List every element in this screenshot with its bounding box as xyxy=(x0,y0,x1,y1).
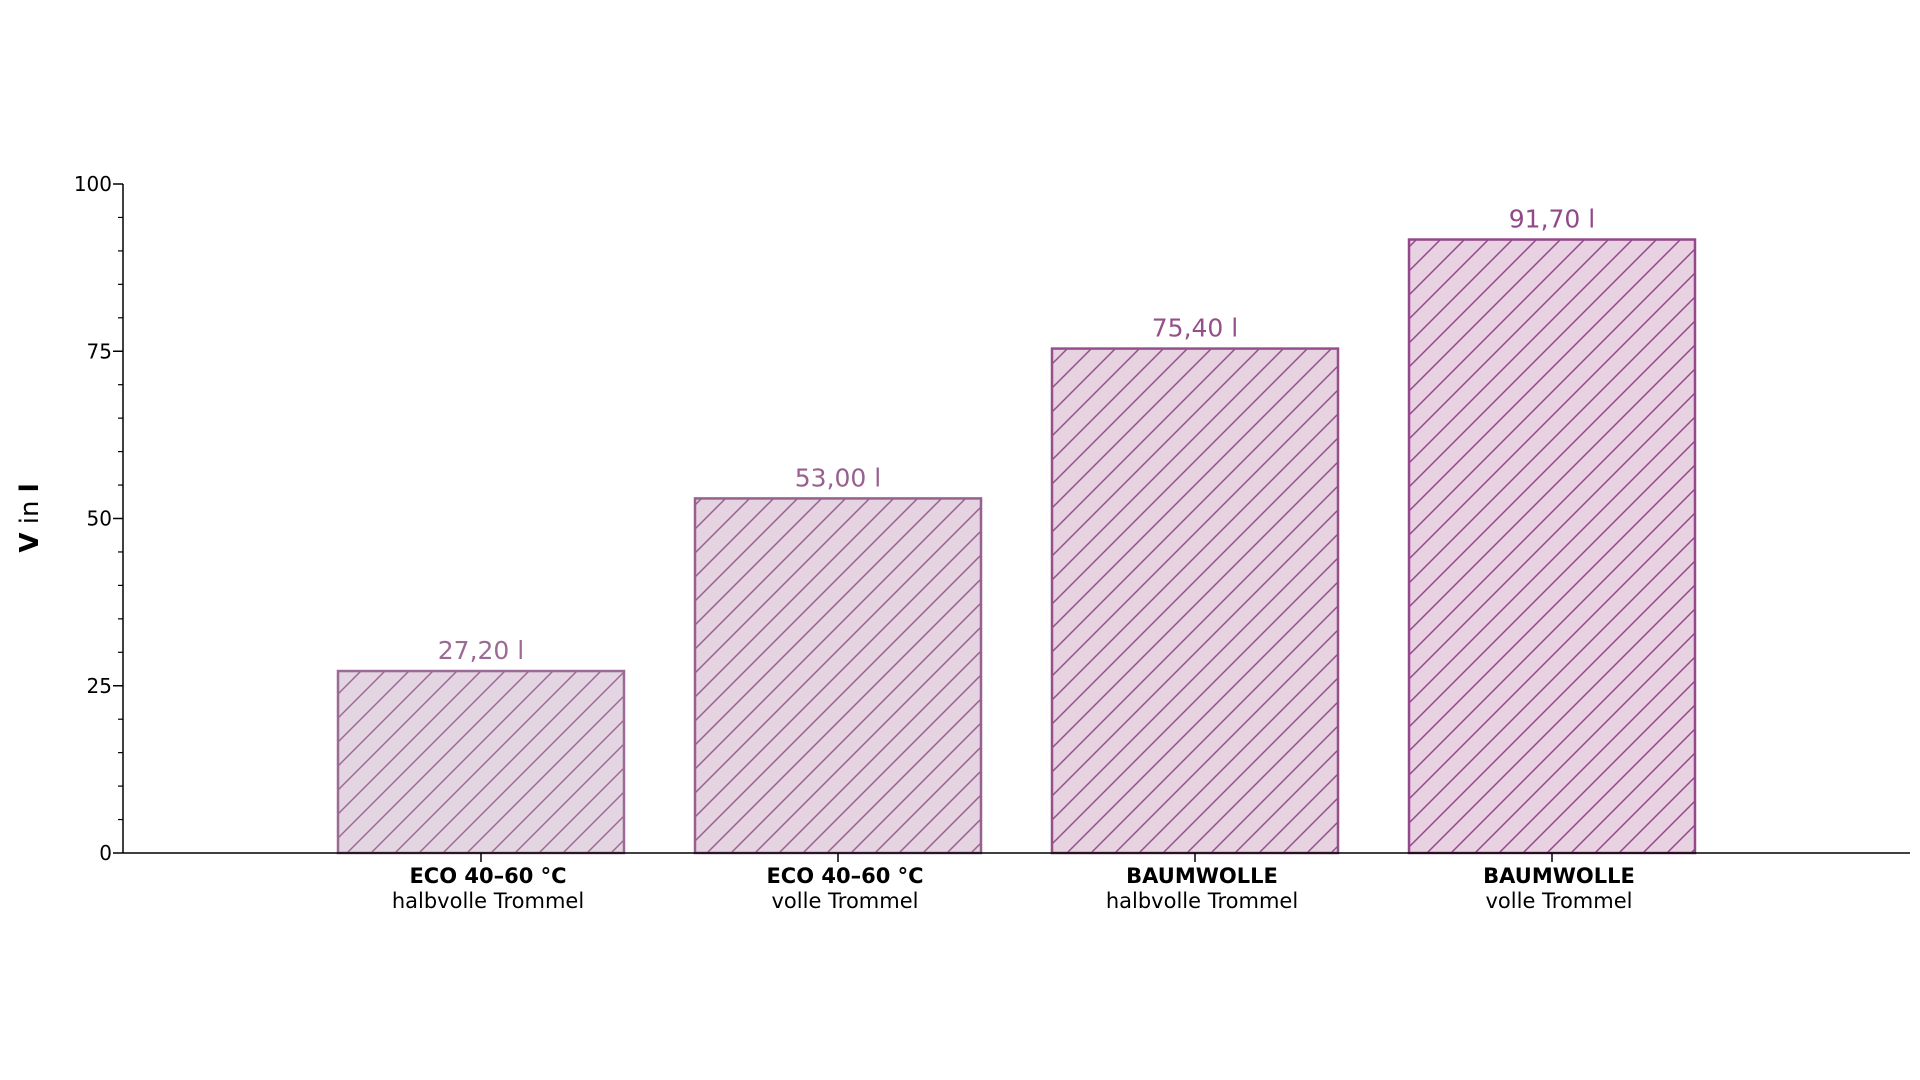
bar xyxy=(336,669,626,855)
y-tick-label: 75 xyxy=(87,339,112,363)
x-tick-label-line2: halbvolle Trommel xyxy=(1106,889,1298,913)
x-tick-label-line1: BAUMWOLLE xyxy=(1126,864,1278,888)
x-tick-label-line1: ECO 40–60 °C xyxy=(766,864,923,888)
y-tick-label: 25 xyxy=(87,674,112,698)
x-tick-label-line1: ECO 40–60 °C xyxy=(409,864,566,888)
x-tick-label-line2: halbvolle Trommel xyxy=(392,889,584,913)
x-tick-label-line2: volle Trommel xyxy=(1486,889,1633,913)
y-tick-label: 50 xyxy=(87,507,112,531)
bar xyxy=(1407,238,1697,855)
y-axis-label: V in l xyxy=(15,483,45,552)
y-axis-label-in: in xyxy=(15,492,45,532)
data-label: 91,70 l xyxy=(1509,205,1595,234)
bar xyxy=(1050,347,1340,855)
y-axis-label-unit: l xyxy=(15,483,45,492)
data-label: 27,20 l xyxy=(438,636,524,665)
y-tick-label: 100 xyxy=(74,172,112,196)
data-label: 53,00 l xyxy=(795,463,881,492)
y-tick-label: 0 xyxy=(99,841,112,865)
y-axis-label-symbol: V xyxy=(15,533,45,553)
data-label: 75,40 l xyxy=(1152,314,1238,343)
x-tick-label-line1: BAUMWOLLE xyxy=(1483,864,1635,888)
x-tick-label-line2: volle Trommel xyxy=(772,889,919,913)
bar xyxy=(693,497,983,855)
bars-layer xyxy=(336,238,1697,855)
ticks-layer xyxy=(113,183,1553,862)
